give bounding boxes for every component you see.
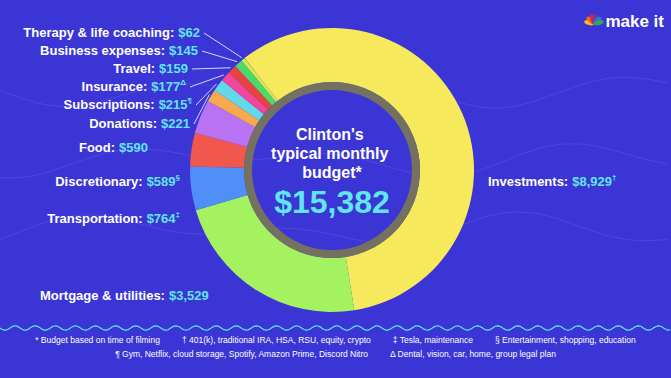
inner-ring: [248, 86, 416, 254]
logo-petal: [593, 19, 604, 26]
value-label: $62: [178, 25, 200, 40]
category-label: Donations:: [89, 116, 157, 131]
footnote-mark: §: [176, 173, 181, 182]
footnote: ¶ Gym, Netflix, cloud storage, Spotify, …: [115, 347, 368, 361]
value-label: $177Δ: [151, 78, 186, 94]
brand-text: make it: [605, 12, 664, 31]
center-title-line: typical monthly: [271, 145, 393, 162]
footnote-row: * Budget based on time of filming † 401(k…: [0, 333, 671, 347]
slice-label: Subscriptions: $215¶: [64, 96, 193, 112]
slice-label: Food: $590: [79, 140, 148, 155]
value-label-main: $215: [159, 97, 188, 112]
footnote-mark: †: [612, 173, 616, 182]
leader-line: [202, 51, 237, 62]
background-waves: [0, 77, 668, 243]
center-title-line: budget*: [302, 164, 362, 181]
value-label-main: $145: [169, 43, 198, 58]
value-label-main: $764: [147, 211, 177, 226]
footnote: * Budget based on time of filming: [35, 333, 160, 347]
value-label: $590: [119, 140, 148, 155]
donut-slice: [235, 60, 276, 105]
value-label: $215¶: [159, 96, 193, 112]
leader-line: [196, 84, 217, 105]
footnote: § Entertainment, shopping, education: [495, 333, 636, 347]
footnotes: * Budget based on time of filming † 401(k…: [0, 333, 671, 361]
footnote: ‡ Tesla, maintenance: [393, 333, 473, 347]
slice-label: Therapy & life coaching: $62: [23, 25, 200, 40]
value-label-main: $8,929: [572, 174, 612, 189]
chart-svg: Clinton's typical monthly budget*$15,382…: [0, 0, 671, 378]
slice-label: Business expenses: $145: [40, 43, 198, 58]
value-label: $145: [169, 43, 198, 58]
value-label-main: $62: [178, 25, 200, 40]
page: {"chart_data": {"type": "donut", "title"…: [0, 0, 671, 378]
leader-line: [192, 68, 231, 69]
slice-label: Mortgage & utilities: $3,529: [40, 288, 209, 303]
brand-logo: make it: [584, 12, 665, 31]
value-label: $8,929†: [572, 173, 616, 189]
category-label: Travel:: [113, 61, 155, 76]
footnote: Δ Dental, vision, car, home, group legal…: [390, 347, 556, 361]
category-label: Therapy & life coaching:: [23, 25, 174, 40]
slice-label: Insurance:$177Δ: [82, 78, 187, 94]
value-label-main: $590: [119, 140, 148, 155]
slice-label: Travel: $159: [113, 61, 188, 76]
value-label: $221: [161, 116, 190, 131]
leader-line: [204, 33, 242, 58]
center-total: $15,382: [274, 184, 390, 220]
center-title: Clinton's typical monthly budget*: [271, 126, 393, 181]
value-label-main: $221: [161, 116, 190, 131]
footnote-mark: ¶: [188, 96, 193, 105]
category-label: Insurance:: [82, 79, 148, 94]
value-label-main: $3,529: [169, 288, 209, 303]
slice-label: Investments: $8,929†: [488, 173, 616, 189]
donut: [190, 28, 474, 312]
category-label: Investments:: [488, 174, 568, 189]
slice-label: Donations: $221: [89, 116, 190, 131]
value-label-main: $159: [159, 61, 188, 76]
slice-label: Transportation: $764‡: [47, 210, 180, 226]
value-label: $3,529: [169, 288, 209, 303]
center-title-line: Clinton's: [296, 126, 368, 143]
category-label: Mortgage & utilities:: [40, 288, 165, 303]
footnote-mark: ‡: [176, 210, 180, 219]
slice-label: Discretionary: $589§: [55, 173, 180, 189]
category-label: Food:: [79, 140, 115, 155]
footnote-mark: Δ: [180, 78, 186, 87]
footnote-row: ¶ Gym, Netflix, cloud storage, Spotify, …: [0, 347, 671, 361]
donut-slice: [242, 58, 278, 102]
category-label: Subscriptions:: [64, 97, 155, 112]
donut-slice: [190, 166, 248, 210]
value-label: $159: [159, 61, 188, 76]
value-label: $764‡: [147, 210, 180, 226]
value-label-main: $589: [147, 174, 176, 189]
value-label: $589§: [147, 173, 181, 189]
labels: Investments: $8,929† Mortgage & utilities:…: [23, 25, 616, 303]
wave-separator: [0, 326, 670, 330]
category-label: Discretionary:: [55, 174, 142, 189]
footnote: † 401(k), traditional IRA, HSA, RSU, equ…: [182, 333, 371, 347]
value-label-main: $177: [151, 79, 180, 94]
leader-line: [190, 75, 224, 87]
category-label: Transportation:: [47, 211, 142, 226]
category-label: Business expenses:: [40, 43, 165, 58]
